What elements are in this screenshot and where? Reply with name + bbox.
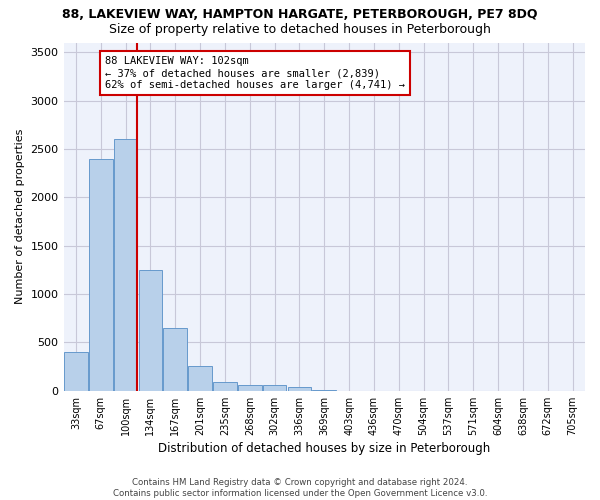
Bar — [114, 140, 137, 391]
Text: Contains HM Land Registry data © Crown copyright and database right 2024.
Contai: Contains HM Land Registry data © Crown c… — [113, 478, 487, 498]
Text: 88 LAKEVIEW WAY: 102sqm
← 37% of detached houses are smaller (2,839)
62% of semi: 88 LAKEVIEW WAY: 102sqm ← 37% of detache… — [105, 56, 405, 90]
Bar — [263, 385, 286, 391]
Y-axis label: Number of detached properties: Number of detached properties — [15, 129, 25, 304]
Text: 88, LAKEVIEW WAY, HAMPTON HARGATE, PETERBOROUGH, PE7 8DQ: 88, LAKEVIEW WAY, HAMPTON HARGATE, PETER… — [62, 8, 538, 20]
Bar — [64, 352, 88, 391]
Text: Size of property relative to detached houses in Peterborough: Size of property relative to detached ho… — [109, 22, 491, 36]
Bar — [213, 382, 237, 391]
Bar — [163, 328, 187, 391]
X-axis label: Distribution of detached houses by size in Peterborough: Distribution of detached houses by size … — [158, 442, 490, 455]
Bar — [238, 385, 262, 391]
Bar — [89, 158, 113, 391]
Bar — [188, 366, 212, 391]
Bar — [287, 387, 311, 391]
Bar — [139, 270, 162, 391]
